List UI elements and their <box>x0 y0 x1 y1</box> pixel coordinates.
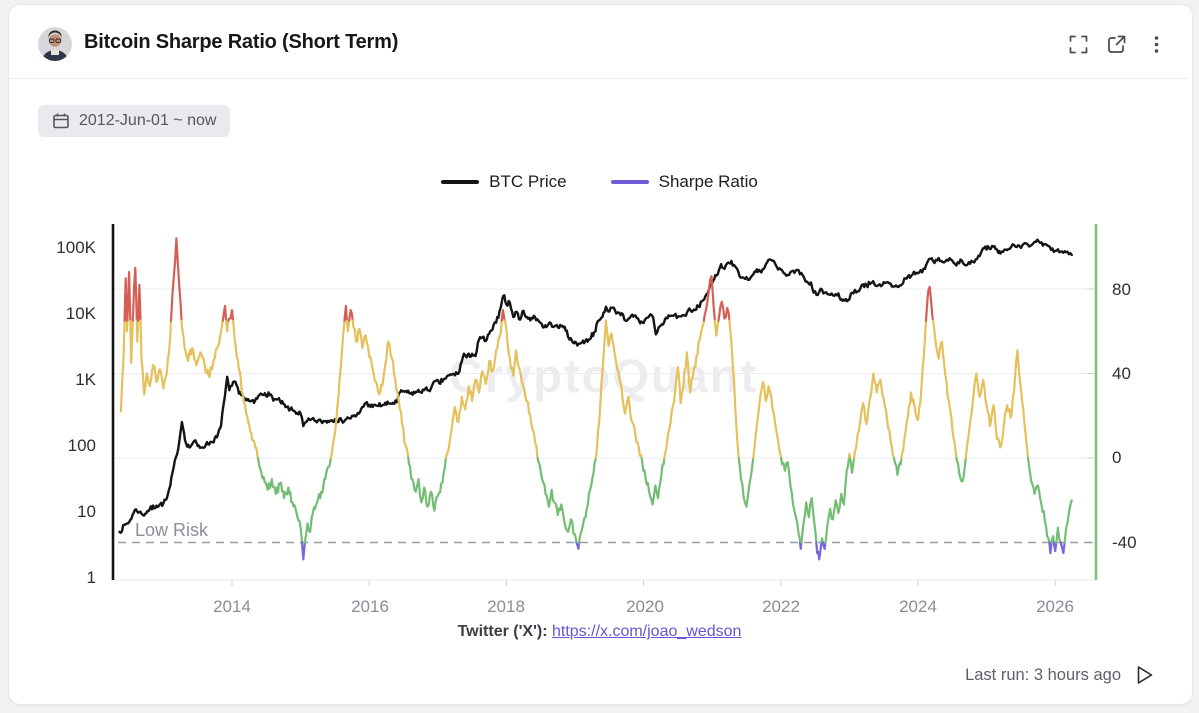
avatar[interactable] <box>38 27 72 61</box>
y-left-tick: 10 <box>77 502 96 521</box>
x-tick: 2016 <box>351 597 389 616</box>
twitter-link[interactable]: https://x.com/joao_wedson <box>551 623 742 640</box>
y-right-tick: 0 <box>1112 448 1122 467</box>
x-tick: 2022 <box>762 597 800 616</box>
run-button[interactable] <box>1134 664 1156 686</box>
chart-legend: BTC Price Sharpe Ratio <box>0 172 1199 192</box>
y-right-tick: 80 <box>1112 280 1131 299</box>
x-tick: 2020 <box>626 597 664 616</box>
calendar-icon <box>53 113 69 129</box>
y-left-tick: 1 <box>86 568 96 587</box>
legend-item-btc-price[interactable]: BTC Price <box>441 172 567 192</box>
x-tick: 2026 <box>1036 597 1074 616</box>
x-tick: 2018 <box>487 597 525 616</box>
sharpe-ratio-swatch <box>610 180 649 184</box>
card-header <box>9 5 1190 79</box>
open-in-new-icon <box>1107 35 1125 53</box>
x-tick: 2014 <box>213 597 251 616</box>
last-run-label: Last run: 3 hours ago <box>965 665 1121 684</box>
play-icon <box>1137 666 1153 684</box>
twitter-caption: Twitter ('X'): https://x.com/joao_wedson <box>0 623 1199 641</box>
fullscreen-button[interactable] <box>1066 32 1090 56</box>
y-left-tick: 100 <box>67 436 96 455</box>
y-left-tick: 100K <box>56 238 96 257</box>
legend-item-sharpe-ratio[interactable]: Sharpe Ratio <box>610 172 758 192</box>
btc-price-swatch <box>441 180 480 184</box>
last-run-row: Last run: 3 hours ago <box>965 664 1156 686</box>
fullscreen-icon <box>1069 35 1087 53</box>
date-range-label: 2012-Jun-01 ~ now <box>79 112 217 129</box>
low-risk-annotation: Low Risk <box>135 520 209 540</box>
page-title: Bitcoin Sharpe Ratio (Short Term) <box>84 31 399 53</box>
more-options-icon <box>1154 35 1158 53</box>
y-right-tick: 40 <box>1112 364 1131 383</box>
date-range-chip[interactable]: 2012-Jun-01 ~ now <box>38 105 231 137</box>
open-in-new-button[interactable] <box>1104 32 1128 56</box>
legend-label: BTC Price <box>489 172 567 191</box>
more-options-button[interactable] <box>1144 32 1168 56</box>
twitter-label: Twitter ('X'): <box>457 623 552 640</box>
y-left-tick: 10K <box>65 304 96 323</box>
y-right-tick: -40 <box>1112 533 1137 552</box>
y-left-tick: 1K <box>75 370 96 389</box>
x-tick: 2024 <box>899 597 937 616</box>
legend-label: Sharpe Ratio <box>658 172 758 191</box>
